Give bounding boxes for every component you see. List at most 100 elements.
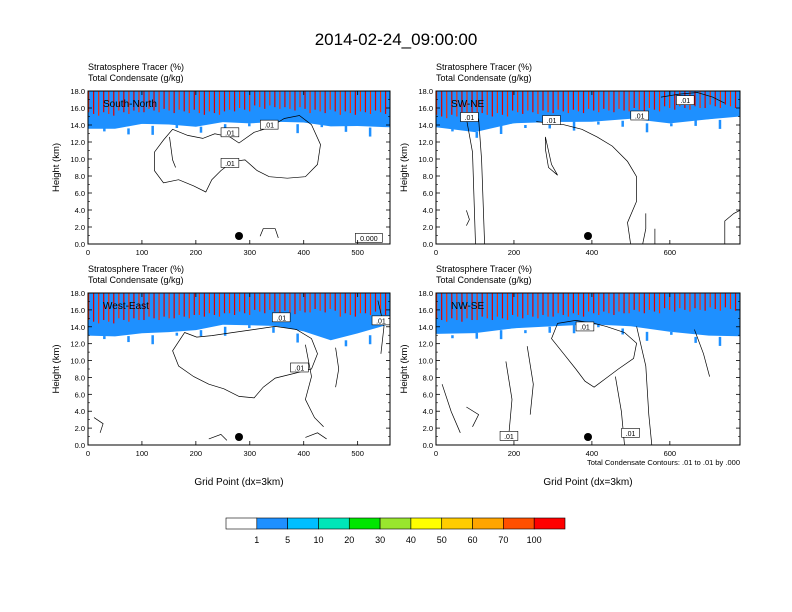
y-tick-label: 14.0: [418, 121, 433, 130]
tracer-streak: [203, 91, 205, 115]
tracer-streak: [93, 91, 95, 114]
tracer-streak: [233, 293, 236, 315]
colorbar-swatch: [441, 517, 473, 530]
y-tick-label: 16.0: [418, 104, 433, 113]
page-title: 2014-02-24_09:00:00: [314, 30, 478, 49]
location-marker: [584, 433, 592, 441]
tracer-streak: [598, 91, 600, 113]
condensate-contour: [466, 406, 480, 427]
tracer-streak: [471, 293, 473, 321]
panel-name: NW-SE: [451, 301, 484, 312]
y-tick-label: 0.0: [75, 240, 85, 249]
tracer-streak: [228, 293, 231, 314]
tracer-streak: [643, 293, 645, 314]
tracer-streak: [239, 91, 241, 108]
tracer-streak: [103, 91, 105, 113]
plot-content: .01 .01 .01: [88, 293, 390, 441]
tracer-streak: [374, 293, 377, 312]
tracer-streak: [309, 91, 311, 114]
panel-south-north: Stratosphere Tracer (%)Total Condensate …: [51, 62, 391, 257]
contour-label-box: [621, 428, 640, 438]
tracer-finger: [127, 336, 130, 343]
tracer-streak: [118, 91, 120, 111]
tracer-streak: [98, 293, 100, 324]
tracer-streak: [562, 91, 564, 112]
colorbar-label: 100: [527, 535, 542, 545]
tracer-streak: [608, 293, 610, 314]
tracer-finger: [524, 330, 527, 334]
tracer-streak: [496, 91, 498, 114]
panel-header-condensate: Total Condensate (g/kg): [436, 275, 532, 285]
tracer-streak: [239, 293, 241, 312]
tracer-streak: [441, 91, 443, 117]
tracer-streak: [729, 293, 732, 310]
tracer-streak: [699, 91, 701, 108]
colorbar-label: 20: [344, 535, 354, 545]
condensate-contour: [441, 384, 461, 433]
tracer-streak: [486, 293, 488, 319]
tracer-streak: [704, 293, 706, 311]
tracer-streak: [354, 91, 356, 115]
tracer-streak: [329, 91, 331, 110]
tracer-streak: [451, 91, 453, 115]
tracer-streak: [547, 91, 549, 113]
tracer-streak: [294, 293, 296, 315]
tracer-streak: [233, 91, 236, 112]
contour-label-box: [355, 233, 383, 243]
x-tick-label: 600: [664, 248, 677, 257]
colorbar-swatch: [256, 517, 288, 530]
colorbar-swatch: [287, 517, 319, 530]
tracer-streak: [694, 91, 696, 107]
tracer-streak: [674, 91, 676, 110]
contour-label: .01: [264, 123, 274, 130]
panel-header-tracer: Stratosphere Tracer (%): [436, 264, 532, 274]
panel-nw-se: Stratosphere Tracer (%)Total Condensate …: [399, 264, 741, 488]
tracer-streak: [108, 91, 110, 114]
tracer-streak: [664, 293, 666, 309]
tracer-streak: [598, 293, 600, 315]
tracer-streak: [103, 293, 105, 321]
tracer-finger: [296, 124, 299, 134]
tracer-streak: [193, 91, 195, 110]
tracer-streak: [138, 91, 140, 113]
y-tick-label: 6.0: [423, 390, 433, 399]
tracer-finger: [645, 123, 649, 133]
tracer-streak: [704, 91, 706, 108]
tracer-streak: [294, 91, 296, 111]
tracer-streak: [334, 91, 336, 112]
tracer-streak: [148, 293, 150, 317]
condensate-contour: [642, 213, 647, 244]
y-tick-label: 10.0: [70, 357, 85, 366]
tracer-streak: [324, 91, 326, 114]
tracer-streak: [249, 91, 251, 112]
tracer-finger: [718, 336, 722, 346]
tracer-streak: [638, 293, 640, 312]
tracer-streak: [188, 293, 190, 319]
condensate-contour: [466, 210, 470, 226]
condensate-contour: [169, 136, 176, 168]
tracer-streak: [527, 293, 529, 315]
x-tick-label: 300: [244, 449, 257, 458]
tracer-finger: [597, 121, 600, 125]
tracer-finger: [548, 326, 551, 333]
y-tick-label: 14.0: [418, 323, 433, 332]
tracer-streak: [501, 91, 504, 115]
condensate-contour: [93, 417, 104, 433]
x-tick-label: 500: [351, 248, 364, 257]
x-tick-label: 400: [586, 449, 599, 458]
tracer-finger: [368, 127, 372, 137]
x-tick-label: 0: [86, 449, 90, 458]
tracer-streak: [527, 91, 529, 111]
tracer-streak: [669, 293, 671, 310]
condensate-contour: [526, 346, 534, 415]
tracer-streak: [593, 293, 595, 314]
y-tick-label: 14.0: [70, 121, 85, 130]
contour-label: .01: [225, 130, 235, 137]
tracer-streak: [299, 91, 301, 108]
tracer-streak: [193, 293, 195, 315]
tracer-streak: [608, 91, 610, 111]
tracer-finger: [344, 340, 348, 347]
tracer-streak: [456, 293, 458, 321]
tracer-streak: [506, 293, 509, 321]
tracer-streak: [349, 293, 351, 315]
